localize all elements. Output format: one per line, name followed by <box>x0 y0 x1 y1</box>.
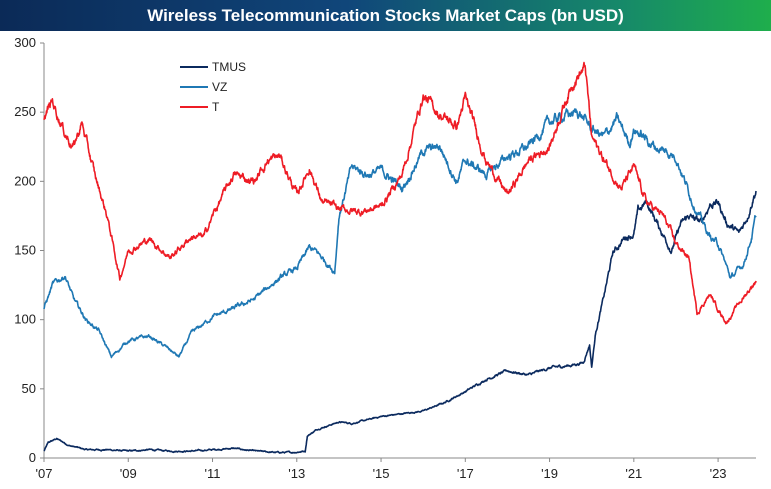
y-axis-ticks: 0 50 100 150 200 250 300 <box>14 35 44 465</box>
series-line-t <box>43 61 757 325</box>
y-tick-label: 0 <box>29 450 36 465</box>
y-tick-label: 300 <box>14 35 36 50</box>
x-tick-label: '09 <box>120 466 137 481</box>
y-tick-label: 200 <box>14 173 36 188</box>
legend-label-t: T <box>212 100 220 114</box>
chart-title-bar: Wireless Telecommunication Stocks Market… <box>0 0 771 31</box>
y-tick-label: 100 <box>14 312 36 327</box>
series-layer <box>43 61 757 454</box>
x-tick-label: '17 <box>457 466 474 481</box>
line-chart: 0 50 100 150 200 250 300 '07 '09 '11 '13 '15 '17 '19… <box>14 35 757 481</box>
series-line-tmus <box>43 190 757 454</box>
y-tick-label: 250 <box>14 104 36 119</box>
chart-title: Wireless Telecommunication Stocks Market… <box>147 5 624 25</box>
x-tick-label: '19 <box>541 466 558 481</box>
x-tick-label: '15 <box>373 466 390 481</box>
legend-label-tmus: TMUS <box>212 60 246 74</box>
x-tick-label: '13 <box>288 466 305 481</box>
legend-label-vz: VZ <box>212 80 227 94</box>
x-tick-label: '21 <box>625 466 642 481</box>
x-axis-ticks: '07 '09 '11 '13 '15 '17 '19 '21 '23 <box>36 458 727 481</box>
y-tick-label: 50 <box>22 381 36 396</box>
x-tick-label: '23 <box>710 466 727 481</box>
y-tick-label: 150 <box>14 243 36 258</box>
chart-legend: TMUS VZ T <box>180 60 246 114</box>
chart-axes <box>43 43 756 459</box>
x-tick-label: '07 <box>36 466 53 481</box>
x-tick-label: '11 <box>205 466 221 481</box>
series-line-vz <box>43 108 757 359</box>
